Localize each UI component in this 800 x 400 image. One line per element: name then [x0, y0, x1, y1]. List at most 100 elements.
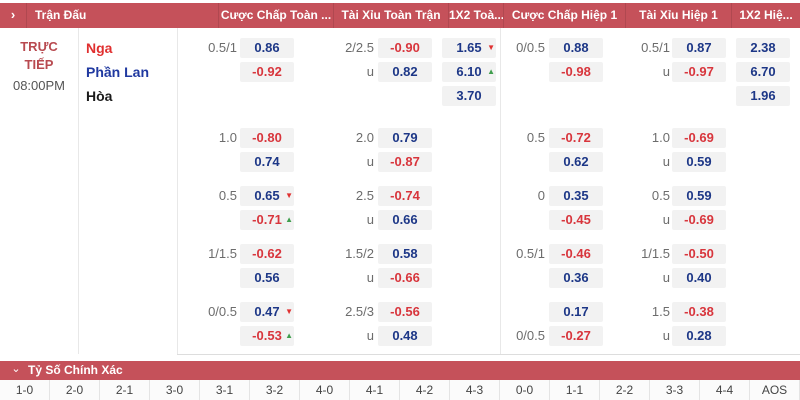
odds-cell[interactable]: 0.88 [549, 38, 603, 58]
handicap-line-label: 0.5/1 [208, 40, 237, 55]
odds-cell[interactable]: -0.50 [672, 244, 726, 264]
odds-cell[interactable]: -0.69 [672, 128, 726, 148]
column-divider [78, 28, 79, 354]
score-option[interactable]: 3-0 [150, 380, 200, 400]
score-option[interactable]: 4-1 [350, 380, 400, 400]
ou-line-label: 0.5/1 [641, 40, 670, 55]
score-option[interactable]: 3-2 [250, 380, 300, 400]
odds-cell[interactable]: 0.79 [378, 128, 432, 148]
handicap-line-label: 0.5 [218, 188, 237, 203]
score-option[interactable]: 1-1 [550, 380, 600, 400]
odds-cell[interactable]: 0.66 [378, 210, 432, 230]
odds-cell[interactable]: 0.65 ▼ [240, 186, 294, 206]
odds-cell[interactable]: 6.10 ▲ [442, 62, 496, 82]
correct-score-title: Tỷ Số Chính Xác [28, 363, 123, 377]
odds-cell[interactable]: 0.62 [549, 152, 603, 172]
odds-cell[interactable]: -0.62 [240, 244, 294, 264]
odds-cell[interactable]: 0.59 [672, 186, 726, 206]
table-bottom-border [177, 354, 800, 355]
odds-cell[interactable]: 0.40 [672, 268, 726, 288]
odds-cell[interactable]: -0.90 [378, 38, 432, 58]
odds-cell[interactable]: -0.56 [378, 302, 432, 322]
score-option[interactable]: 3-3 [650, 380, 700, 400]
ou-line-label: 2/2.5 [345, 40, 374, 55]
odds-cell[interactable]: 0.35 [549, 186, 603, 206]
under-label: u [366, 212, 374, 227]
handicap-line-label: 0 [537, 188, 545, 203]
arrow-down-icon: ▼ [285, 307, 293, 316]
score-option[interactable]: 0-0 [500, 380, 550, 400]
odds-cell[interactable]: 0.82 [378, 62, 432, 82]
column-divider [500, 28, 501, 354]
score-option[interactable]: 4-4 [700, 380, 750, 400]
live-status-line1: TRỰC [20, 39, 58, 54]
odds-cell[interactable]: -0.97 [672, 62, 726, 82]
odds-cell[interactable]: 0.56 [240, 268, 294, 288]
odds-table-header: › Trận Đấu Cược Chấp Toàn ... Tài Xỉu Toàn… [0, 3, 800, 28]
score-option[interactable]: 2-2 [600, 380, 650, 400]
team-name: Phần Lan [86, 64, 150, 80]
odds-cell[interactable]: 6.70 [736, 62, 790, 82]
score-option[interactable]: 2-0 [50, 380, 100, 400]
under-label: u [662, 154, 670, 169]
odds-cell[interactable]: -0.87 [378, 152, 432, 172]
odds-cell[interactable]: -0.69 [672, 210, 726, 230]
score-option[interactable]: 4-0 [300, 380, 350, 400]
score-option[interactable]: 4-3 [450, 380, 500, 400]
handicap-line-label: 0/0.5 [208, 304, 237, 319]
handicap-line-label: 0.5 [526, 130, 545, 145]
odds-cell[interactable]: 0.58 [378, 244, 432, 264]
odds-cell[interactable]: -0.92 [240, 62, 294, 82]
header-col-5: Tài Xỉu Hiệp 1 [625, 3, 731, 28]
odds-cell[interactable]: 0.86 [240, 38, 294, 58]
odds-cell[interactable]: 0.36 [549, 268, 603, 288]
odds-cell[interactable]: -0.38 [672, 302, 726, 322]
odds-cell[interactable]: 3.70 [442, 86, 496, 106]
odds-cell[interactable]: -0.71 ▲ [240, 210, 294, 230]
column-divider [177, 28, 178, 354]
team-name: Hòa [86, 88, 113, 104]
odds-cell[interactable]: -0.27 [549, 326, 603, 346]
score-option[interactable]: AOS [750, 380, 800, 400]
chevron-down-icon[interactable]: ⌄ [11, 363, 21, 375]
odds-cell[interactable]: 0.87 [672, 38, 726, 58]
correct-score-header[interactable]: ⌄ Tỷ Số Chính Xác [0, 361, 800, 380]
odds-cell[interactable]: 0.59 [672, 152, 726, 172]
ou-line-label: 0.5 [651, 188, 670, 203]
ou-line-label: 1.5 [651, 304, 670, 319]
odds-cell[interactable]: 0.48 [378, 326, 432, 346]
odds-cell[interactable]: 0.47 ▼ [240, 302, 294, 322]
handicap-line-label: 1/1.5 [208, 246, 237, 261]
odds-cell[interactable]: -0.74 [378, 186, 432, 206]
arrow-up-icon: ▲ [285, 215, 293, 224]
score-option[interactable]: 3-1 [200, 380, 250, 400]
under-label: u [662, 328, 670, 343]
odds-cell[interactable]: 0.28 [672, 326, 726, 346]
odds-cell[interactable]: -0.72 [549, 128, 603, 148]
odds-cell[interactable]: -0.98 [549, 62, 603, 82]
odds-cell[interactable]: 0.74 [240, 152, 294, 172]
odds-cell[interactable]: -0.80 [240, 128, 294, 148]
odds-cell[interactable]: -0.53 ▲ [240, 326, 294, 346]
under-label: u [366, 328, 374, 343]
odds-cell[interactable]: 1.96 [736, 86, 790, 106]
handicap-line-label: 0/0.5 [516, 40, 545, 55]
under-label: u [366, 64, 374, 79]
score-option[interactable]: 4-2 [400, 380, 450, 400]
odds-cell[interactable]: -0.66 [378, 268, 432, 288]
odds-cell[interactable]: 1.65 ▼ [442, 38, 496, 58]
under-label: u [662, 270, 670, 285]
chevron-right-icon[interactable]: › [10, 7, 16, 22]
score-option[interactable]: 1-0 [0, 380, 50, 400]
ou-line-label: 1.5/2 [345, 246, 374, 261]
handicap-line-label: 0.5/1 [516, 246, 545, 261]
odds-cell[interactable]: -0.46 [549, 244, 603, 264]
score-option[interactable]: 2-1 [100, 380, 150, 400]
odds-cell[interactable]: -0.45 [549, 210, 603, 230]
under-label: u [662, 64, 670, 79]
header-col-2: Tài Xỉu Toàn Trận [333, 3, 448, 28]
odds-cell[interactable]: 0.17 [549, 302, 603, 322]
odds-cell[interactable]: 2.38 [736, 38, 790, 58]
arrow-up-icon: ▲ [285, 331, 293, 340]
